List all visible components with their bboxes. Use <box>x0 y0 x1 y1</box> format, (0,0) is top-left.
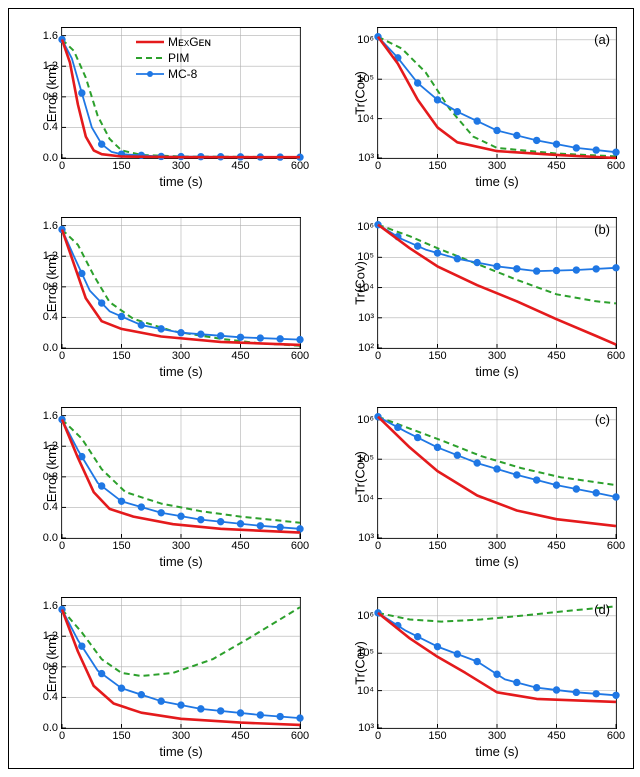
xtick: 450 <box>231 538 249 552</box>
xtick: 450 <box>547 158 565 172</box>
ylabel: Error (km) <box>44 444 59 503</box>
xtick: 150 <box>112 728 130 742</box>
ytick: 0.0 <box>43 342 62 354</box>
xtick: 300 <box>172 538 190 552</box>
panel-left-0: 01503004506000.00.40.81.21.6time (s)Erro… <box>61 27 301 159</box>
xtick: 150 <box>112 158 130 172</box>
xtick: 450 <box>547 728 565 742</box>
xtick: 600 <box>291 158 309 172</box>
legend-label: MᴇxGᴇɴ <box>168 35 211 49</box>
ytick: 10³ <box>358 152 378 164</box>
row-0: 01503004506000.00.40.81.21.6time (s)Erro… <box>9 17 633 197</box>
panel-right-2: 015030045060010³10⁴10⁵10⁶time (s)Tr(Cov)… <box>377 407 617 539</box>
ytick: 10⁶ <box>357 414 378 426</box>
panel-right-1: 015030045060010²10³10⁴10⁵10⁶time (s)Tr(C… <box>377 217 617 349</box>
xtick: 150 <box>112 538 130 552</box>
panel-left-2: 01503004506000.00.40.81.21.6time (s)Erro… <box>61 407 301 539</box>
xtick: 600 <box>291 538 309 552</box>
xtick: 300 <box>172 728 190 742</box>
row-1: 01503004506000.00.40.81.21.6time (s)Erro… <box>9 207 633 387</box>
ytick: 10⁶ <box>357 34 378 46</box>
ytick: 10² <box>358 342 378 354</box>
ytick: 0.4 <box>43 691 62 703</box>
xtick: 300 <box>488 728 506 742</box>
row-2: 01503004506000.00.40.81.21.6time (s)Erro… <box>9 397 633 577</box>
xtick: 150 <box>428 538 446 552</box>
xtick: 600 <box>607 728 625 742</box>
ylabel: Error (km) <box>44 64 59 123</box>
xtick: 600 <box>607 158 625 172</box>
ytick: 10⁶ <box>357 221 378 233</box>
xtick: 150 <box>428 728 446 742</box>
legend-label: PIM <box>168 51 189 65</box>
panel-right-0: 015030045060010³10⁴10⁵10⁶time (s)Tr(Cov)… <box>377 27 617 159</box>
panel-tag: (d) <box>594 602 610 617</box>
ylabel: Error (km) <box>44 634 59 693</box>
xtick: 600 <box>291 348 309 362</box>
xtick: 300 <box>488 158 506 172</box>
legend: MᴇxGᴇɴ PIM MC-8 <box>132 32 215 84</box>
xtick: 150 <box>428 158 446 172</box>
ytick: 1.6 <box>43 220 62 232</box>
ytick: 0.4 <box>43 501 62 513</box>
panel-tag: (c) <box>595 412 610 427</box>
ytick: 1.6 <box>43 30 62 42</box>
ytick: 0.4 <box>43 311 62 323</box>
ytick: 0.4 <box>43 121 62 133</box>
xtick: 300 <box>172 348 190 362</box>
ytick: 10⁴ <box>357 685 378 697</box>
panel-tag: (b) <box>594 222 610 237</box>
ylabel: Tr(Cov) <box>352 641 367 685</box>
panel-tag: (a) <box>594 32 610 47</box>
ytick: 1.6 <box>43 410 62 422</box>
ytick: 10⁶ <box>357 610 378 622</box>
xtick: 450 <box>231 348 249 362</box>
xtick: 600 <box>607 538 625 552</box>
ytick: 10³ <box>358 722 378 734</box>
panel-right-3: 015030045060010³10⁴10⁵10⁶time (s)Tr(Cov)… <box>377 597 617 729</box>
xtick: 150 <box>428 348 446 362</box>
xtick: 600 <box>607 348 625 362</box>
xtick: 450 <box>547 538 565 552</box>
xtick: 450 <box>231 158 249 172</box>
ytick: 0.0 <box>43 532 62 544</box>
ytick: 1.6 <box>43 600 62 612</box>
panel-left-1: 01503004506000.00.40.81.21.6time (s)Erro… <box>61 217 301 349</box>
figure: 01503004506000.00.40.81.21.6time (s)Erro… <box>8 8 634 769</box>
ytick: 0.0 <box>43 152 62 164</box>
legend-label: MC-8 <box>168 67 197 81</box>
panel-left-3: 01503004506000.00.40.81.21.6time (s)Erro… <box>61 597 301 729</box>
xtick: 450 <box>547 348 565 362</box>
xtick: 150 <box>112 348 130 362</box>
xtick: 450 <box>231 728 249 742</box>
ylabel: Tr(Cov) <box>352 71 367 115</box>
ylabel: Tr(Cov) <box>352 451 367 495</box>
ylabel: Tr(Cov) <box>352 261 367 305</box>
xtick: 300 <box>488 348 506 362</box>
xtick: 300 <box>172 158 190 172</box>
ytick: 0.0 <box>43 722 62 734</box>
xtick: 300 <box>488 538 506 552</box>
xtick: 600 <box>291 728 309 742</box>
ytick: 10³ <box>358 532 378 544</box>
row-3: 01503004506000.00.40.81.21.6time (s)Erro… <box>9 587 633 767</box>
ytick: 10³ <box>358 312 378 324</box>
ylabel: Error (km) <box>44 254 59 313</box>
